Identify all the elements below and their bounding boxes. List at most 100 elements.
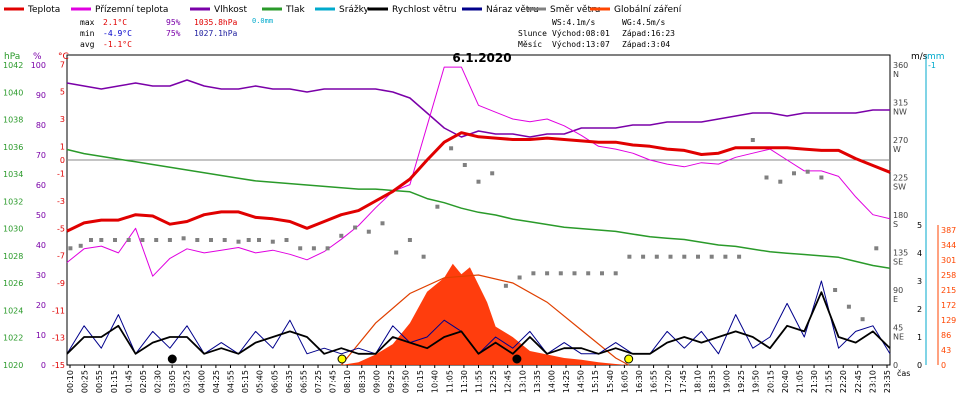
moonset-marker bbox=[167, 354, 177, 364]
x-tick-label: 02:05 bbox=[139, 370, 148, 393]
wind-direction-point bbox=[449, 146, 454, 151]
radiation-tick-label: 258 bbox=[941, 271, 956, 280]
wind-direction-point bbox=[89, 238, 93, 242]
wind-direction-point bbox=[805, 169, 810, 174]
hpa-tick-label: 1028 bbox=[3, 252, 23, 261]
x-tick-label: 23:10 bbox=[868, 370, 877, 393]
x-tick-label: 19:25 bbox=[737, 370, 746, 393]
hpa-tick-label: 1036 bbox=[3, 143, 23, 152]
info-wind-gust: WG:4.5m/s bbox=[622, 18, 666, 27]
wind-direction-point bbox=[503, 283, 508, 288]
wind-direction-point bbox=[558, 271, 563, 276]
chart-title: 6.1.2020 bbox=[452, 51, 511, 65]
direction-tick-label: 225 bbox=[893, 174, 908, 183]
x-tick-label: 14:25 bbox=[562, 370, 571, 393]
wind-direction-point bbox=[394, 250, 399, 255]
info-moonrise: Východ:13:07 bbox=[552, 40, 610, 49]
info-sunrise: Východ:08:01 bbox=[552, 29, 610, 38]
stats-max-humidity: 95% bbox=[166, 18, 181, 27]
percent-tick-label: 30 bbox=[36, 271, 46, 280]
x-tick-label: 04:00 bbox=[197, 370, 206, 393]
wind-direction-point bbox=[154, 238, 159, 242]
hpa-tick-label: 1040 bbox=[3, 88, 23, 97]
radiation-tick-label: 0 bbox=[941, 361, 946, 370]
wind-tick-label: 0 bbox=[917, 361, 922, 370]
x-tick-label: 01:15 bbox=[110, 370, 119, 393]
hpa-tick-label: 1034 bbox=[3, 170, 23, 179]
rain-axis-unit: mm bbox=[927, 52, 945, 62]
wind-direction-point bbox=[627, 254, 632, 259]
temperature-line bbox=[66, 131, 891, 233]
percent-tick-label: 70 bbox=[36, 151, 46, 160]
x-tick-label: 11:05 bbox=[445, 370, 454, 393]
x-tick-label: 18:10 bbox=[693, 370, 702, 393]
x-tick-label: 09:25 bbox=[387, 370, 396, 393]
direction-tick-cardinal: N bbox=[893, 70, 899, 79]
radiation-tick-label: 129 bbox=[941, 316, 956, 325]
wind-direction-point bbox=[517, 275, 522, 280]
wind-direction-point bbox=[462, 163, 467, 167]
x-tick-label: 16:55 bbox=[650, 370, 659, 393]
celsius-tick-label: -3 bbox=[57, 197, 65, 206]
wind-speed-line bbox=[66, 291, 891, 355]
x-tick-label: 14:00 bbox=[547, 370, 556, 393]
direction-tick-cardinal: NE bbox=[893, 333, 904, 342]
celsius-tick-label: 7 bbox=[60, 60, 65, 69]
direction-tick-cardinal: E bbox=[893, 295, 898, 304]
stats-min-temp: -4.9°C bbox=[103, 29, 132, 38]
stats-min-humidity: 75% bbox=[166, 29, 181, 38]
x-tick-label: 19:00 bbox=[723, 370, 732, 393]
x-tick-label: 02:30 bbox=[154, 370, 163, 393]
wind-direction-point bbox=[257, 238, 261, 242]
wind-direction-point bbox=[641, 254, 646, 259]
celsius-tick-label: -11 bbox=[52, 306, 65, 315]
celsius-axis-unit: °C bbox=[58, 52, 69, 62]
wind-direction-point bbox=[311, 246, 316, 251]
wind-direction-point bbox=[380, 221, 385, 226]
x-tick-label: 17:20 bbox=[664, 370, 673, 393]
wind-direction-point bbox=[490, 171, 495, 176]
x-tick-label: 05:40 bbox=[256, 370, 265, 393]
stats-max-label: max bbox=[80, 18, 95, 27]
direction-tick-cardinal: W bbox=[893, 145, 901, 154]
info-moonset: Západ:3:04 bbox=[622, 40, 670, 49]
wind-tick-label: 2 bbox=[917, 305, 922, 314]
hpa-tick-label: 1020 bbox=[3, 361, 23, 370]
stats-avg-temp: -1.1°C bbox=[103, 40, 132, 49]
x-tick-label: 20:15 bbox=[766, 370, 775, 393]
wind-direction-point bbox=[545, 271, 550, 276]
stats-avg-label: avg bbox=[80, 40, 95, 49]
radiation-area bbox=[341, 263, 629, 365]
wind-direction-point bbox=[572, 271, 577, 276]
legend-label: Přízemní teplota bbox=[95, 5, 168, 15]
sunrise-marker bbox=[337, 354, 347, 364]
info-sun-label: Slunce bbox=[518, 29, 547, 38]
wind-direction-point bbox=[764, 175, 769, 180]
hpa-tick-label: 1024 bbox=[3, 306, 23, 315]
x-tick-label: 10:40 bbox=[431, 370, 440, 393]
wind-direction-point bbox=[246, 238, 251, 242]
wind-axis-unit: m/s bbox=[911, 52, 928, 62]
x-axis-label: čas bbox=[897, 368, 910, 378]
x-tick-label: 06:35 bbox=[285, 370, 294, 393]
wind-direction-point bbox=[668, 254, 673, 259]
wind-direction-point bbox=[68, 246, 73, 251]
x-tick-label: 21:30 bbox=[810, 370, 819, 393]
wind-direction-point bbox=[874, 246, 879, 251]
x-tick-label: 18:35 bbox=[708, 370, 717, 393]
direction-tick-label: 0 bbox=[893, 361, 898, 370]
wind-direction-point bbox=[723, 254, 728, 259]
wind-direction-point bbox=[792, 171, 796, 176]
stats-min-label: min bbox=[80, 29, 95, 38]
x-tick-label: 01:45 bbox=[124, 370, 133, 393]
wind-direction-point bbox=[750, 138, 755, 142]
x-tick-label: 16:05 bbox=[620, 370, 629, 393]
info-wind-speed: WS:4.1m/s bbox=[552, 18, 596, 27]
direction-tick-label: 270 bbox=[893, 136, 908, 145]
percent-tick-label: 80 bbox=[36, 121, 46, 130]
x-tick-label: 15:40 bbox=[606, 370, 615, 393]
celsius-tick-label: 5 bbox=[60, 88, 65, 97]
x-tick-label: 03:25 bbox=[183, 370, 192, 393]
legend-label: Globální záření bbox=[614, 5, 682, 15]
rain-tick-label: -1 bbox=[928, 61, 936, 70]
